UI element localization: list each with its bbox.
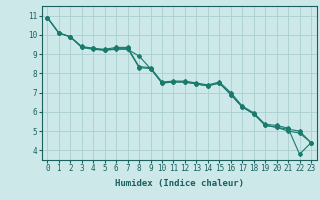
X-axis label: Humidex (Indice chaleur): Humidex (Indice chaleur) [115,179,244,188]
